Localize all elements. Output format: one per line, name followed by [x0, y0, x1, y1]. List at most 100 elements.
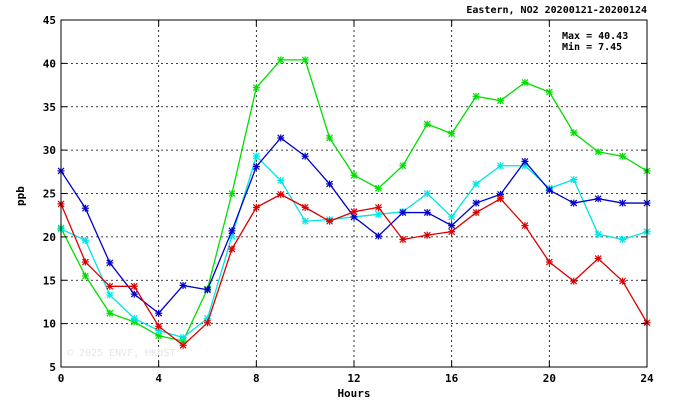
data-point: [594, 255, 602, 263]
y-tick-label: 45: [43, 14, 56, 27]
y-tick-label: 20: [43, 231, 56, 244]
data-point: [448, 222, 456, 230]
series-2: [57, 134, 651, 317]
data-point: [326, 134, 334, 142]
min-stat: Min = 7.45: [562, 41, 622, 53]
x-tick-label: 24: [640, 372, 654, 385]
data-point: [277, 56, 285, 64]
axis-ticks: 0 4 8 12 16 20 24 5 10 15 20 25 30 35 40 45: [43, 14, 654, 385]
data-point: [399, 162, 407, 170]
data-point: [179, 341, 187, 349]
data-point: [155, 322, 163, 330]
data-point: [204, 286, 211, 294]
data-point: [326, 217, 334, 225]
data-point: [472, 92, 480, 100]
data-point: [472, 180, 480, 188]
data-point: [106, 309, 114, 317]
data-point: [106, 282, 114, 290]
max-stat: Max = 40.43: [562, 31, 628, 42]
data-point: [423, 209, 431, 217]
data-point: [423, 120, 431, 128]
y-axis-title: ppb: [14, 186, 27, 206]
data-point: [301, 217, 309, 225]
data-point: [497, 97, 504, 105]
data-point: [252, 203, 260, 211]
data-point: [594, 148, 602, 156]
data-point: [252, 84, 260, 92]
data-point: [277, 176, 285, 184]
data-point: [179, 334, 187, 342]
y-tick-label: 5: [49, 361, 56, 374]
data-point: [81, 258, 89, 266]
data-point: [448, 130, 456, 138]
data-point: [619, 277, 627, 285]
data-point: [497, 162, 504, 170]
x-axis-title: Hours: [337, 387, 370, 400]
plot-frame: [60, 19, 648, 368]
data-point: [252, 152, 260, 160]
data-point: [423, 231, 431, 239]
data-point: [521, 78, 529, 86]
data-point: [521, 222, 529, 230]
data-point: [301, 152, 309, 160]
data-point: [497, 195, 504, 203]
data-point: [81, 272, 89, 280]
data-point: [594, 230, 602, 238]
data-point: [472, 199, 480, 207]
x-tick-label: 4: [155, 372, 162, 385]
data-point: [399, 209, 407, 217]
data-point: [130, 290, 138, 298]
data-point: [374, 184, 382, 192]
data-point: [545, 186, 553, 194]
data-point: [326, 180, 334, 188]
data-point: [545, 88, 553, 96]
data-point: [228, 245, 236, 253]
x-tick-label: 20: [543, 372, 556, 385]
x-tick-label: 16: [445, 372, 459, 385]
data-point: [130, 282, 138, 290]
y-tick-label: 35: [43, 101, 56, 114]
y-tick-label: 40: [43, 57, 56, 70]
data-point: [301, 203, 309, 211]
data-point: [277, 134, 285, 142]
data-point: [594, 195, 602, 203]
y-tick-label: 25: [43, 188, 56, 201]
data-point: [106, 291, 114, 299]
data-point: [350, 171, 358, 179]
data-point: [81, 204, 89, 212]
data-point: [619, 152, 627, 160]
data-point: [277, 190, 285, 198]
data-point: [399, 235, 407, 243]
x-tick-label: 12: [347, 372, 360, 385]
data-point: [130, 314, 138, 322]
y-tick-label: 30: [43, 144, 56, 157]
data-point: [301, 56, 309, 64]
data-point: [570, 277, 578, 285]
data-point: [228, 227, 236, 235]
data-point: [545, 258, 553, 266]
data-point: [448, 213, 456, 221]
data-point: [570, 129, 578, 137]
watermark: © 2025 ENVF, HKUST: [67, 348, 175, 359]
data-point: [374, 210, 382, 218]
data-point: [423, 190, 431, 197]
data-point: [570, 199, 578, 207]
data-point: [252, 163, 260, 171]
data-point: [179, 281, 187, 289]
data-point: [155, 309, 163, 317]
data-point: [521, 157, 529, 165]
data-point: [204, 319, 211, 327]
data-point: [81, 236, 89, 244]
data-point: [374, 232, 382, 240]
data-point: [619, 235, 627, 243]
data-point: [350, 208, 358, 216]
y-tick-label: 15: [43, 274, 56, 287]
x-tick-label: 8: [253, 372, 260, 385]
series-layer: [57, 56, 651, 349]
grid-lines: [61, 20, 647, 367]
data-point: [228, 190, 236, 197]
data-point: [374, 203, 382, 211]
x-tick-label: 0: [58, 372, 65, 385]
data-point: [619, 199, 627, 207]
